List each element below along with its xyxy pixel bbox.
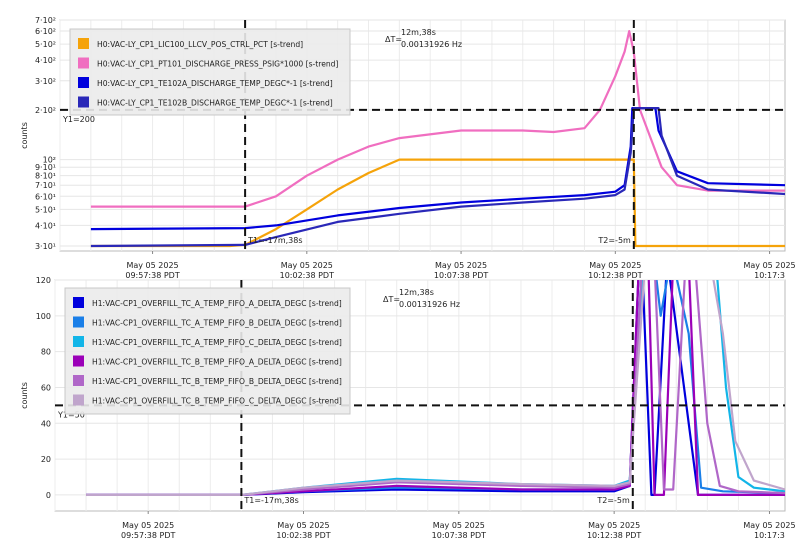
legend-swatch-3 [78, 77, 89, 88]
x-tick-time: 10:17:3 [754, 531, 785, 540]
y-tick-label: 4·10¹ [35, 221, 56, 230]
legend-entry-2: H1:VAC-CP1_OVERFILL_TC_A_TEMP_FIFO_B_DEL… [92, 319, 342, 328]
y-tick-label: 4·10² [35, 56, 56, 65]
y-tick-label: 120 [36, 276, 51, 285]
x-tick-time: 10:07:38 PDT [432, 531, 486, 540]
cursor-t1-label: T1=-17m,38s [247, 236, 302, 245]
legend-swatch-1 [78, 38, 89, 49]
delta-t-value: 12m,38s [399, 288, 434, 297]
x-tick-date: May 05 2025 [433, 521, 485, 530]
legend-swatch-1 [73, 297, 84, 308]
legend-entry-1: H0:VAC-LY_CP1_LIC100_LLCV_POS_CTRL_PCT [… [97, 40, 303, 49]
series-line-4[interactable] [90, 106, 785, 248]
legend[interactable]: H0:VAC-LY_CP1_LIC100_LLCV_POS_CTRL_PCT [… [69, 28, 351, 116]
y-tick-label: 80 [41, 348, 51, 357]
y-tick-label: 5·10¹ [35, 205, 56, 214]
legend-swatch-4 [78, 96, 89, 108]
legend-entry-2: H0:VAC-LY_CP1_PT101_DISCHARGE_PRESS_PSIG… [97, 60, 339, 69]
y-tick-label: 6·10² [35, 27, 56, 36]
x-tick-time: 10:02:38 PDT [280, 271, 334, 280]
x-tick-date: May 05 2025 [277, 521, 329, 530]
legend-entry-4: H1:VAC-CP1_OVERFILL_TC_B_TEMP_FIFO_A_DEL… [92, 358, 342, 367]
legend-entry-3: H1:VAC-CP1_OVERFILL_TC_A_TEMP_FIFO_C_DEL… [92, 338, 342, 347]
y-tick-label: 60 [41, 383, 51, 392]
series-group [90, 30, 785, 248]
x-tick-time: 10:07:38 PDT [434, 271, 488, 280]
y-tick-label: 20 [41, 455, 51, 464]
legend-swatch-6 [73, 394, 84, 406]
legend-entry-5: H1:VAC-CP1_OVERFILL_TC_B_TEMP_FIFO_B_DEL… [92, 377, 342, 386]
cursor-t2-label: T2=-5m [596, 496, 630, 505]
y-tick-label: 6·10¹ [35, 192, 56, 201]
delta-t-frequency: 0.00131926 Hz [399, 300, 460, 309]
y-tick-label: 2·10² [35, 106, 56, 115]
y-tick-label: 7·10² [35, 16, 56, 25]
y-tick-label: 3·10¹ [35, 242, 56, 251]
legend-box [69, 28, 351, 116]
x-tick-date: May 05 2025 [122, 521, 174, 530]
series-line-2[interactable] [90, 30, 785, 208]
x-tick-date: May 05 2025 [743, 261, 795, 270]
cursor-y1-label: Y1=50 [57, 410, 85, 419]
y-tick-label: 100 [36, 312, 51, 321]
y-tick-label: 0 [46, 491, 51, 500]
series-line-5[interactable] [86, 262, 785, 496]
series-line-6[interactable] [86, 262, 785, 496]
delta-t-label: ΔT= [383, 295, 400, 304]
y-tick-label: 8·10¹ [35, 172, 56, 181]
y-tick-label: 7·10¹ [35, 181, 56, 190]
legend-entry-6: H1:VAC-CP1_OVERFILL_TC_B_TEMP_FIFO_C_DEL… [92, 397, 342, 406]
y-tick-label: 40 [41, 419, 51, 428]
legend[interactable]: H1:VAC-CP1_OVERFILL_TC_A_TEMP_FIFO_A_DEL… [64, 287, 351, 415]
x-tick-time: 09:57:38 PDT [121, 531, 175, 540]
legend-entry-4: H0:VAC-LY_CP1_TE102B_DISCHARGE_TEMP_DEGC… [97, 99, 333, 108]
x-tick-time: 10:02:38 PDT [276, 531, 330, 540]
legend-entry-1: H1:VAC-CP1_OVERFILL_TC_A_TEMP_FIFO_A_DEL… [92, 299, 342, 308]
x-tick-date: May 05 2025 [281, 261, 333, 270]
x-tick-time: 10:17:3 [754, 271, 785, 280]
x-tick-time: 10:12:38 PDT [588, 271, 642, 280]
x-tick-time: 09:57:38 PDT [125, 271, 179, 280]
x-tick-date: May 05 2025 [435, 261, 487, 270]
delta-t-value: 12m,38s [401, 28, 436, 37]
y-tick-label: 3·10² [35, 77, 56, 86]
legend-swatch-3 [73, 336, 84, 347]
y-tick-label: 9·10¹ [35, 163, 56, 172]
x-tick-date: May 05 2025 [743, 521, 795, 530]
cursor-y1-label: Y1=200 [62, 115, 95, 124]
y-axis-label: counts [20, 122, 29, 149]
legend-swatch-2 [78, 57, 89, 69]
legend-swatch-4 [73, 355, 84, 367]
cursor-t2-label: T2=-5m [597, 236, 631, 245]
cursor-t1-label: T1=-17m,38s [243, 496, 298, 505]
legend-entry-3: H0:VAC-LY_CP1_TE102A_DISCHARGE_TEMP_DEGC… [97, 79, 333, 88]
delta-t-frequency: 0.00131926 Hz [401, 40, 462, 49]
series-group [86, 262, 785, 496]
legend-box [64, 287, 351, 415]
x-tick-time: 10:12:38 PDT [587, 531, 641, 540]
series-line-4[interactable] [86, 262, 785, 496]
x-tick-date: May 05 2025 [589, 261, 641, 270]
y-tick-label: 5·10² [35, 40, 56, 49]
delta-t-label: ΔT= [385, 35, 402, 44]
y-tick-label: 10² [43, 156, 56, 165]
legend-swatch-5 [73, 375, 84, 386]
x-tick-date: May 05 2025 [126, 261, 178, 270]
legend-swatch-2 [73, 316, 84, 328]
y-axis-label: counts [20, 382, 29, 409]
x-tick-date: May 05 2025 [588, 521, 640, 530]
